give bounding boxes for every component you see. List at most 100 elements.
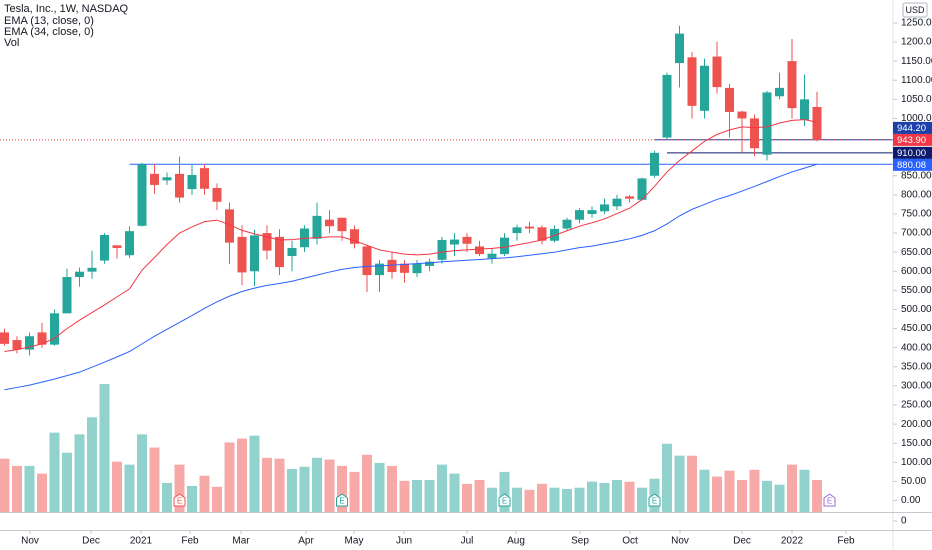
y-tick-label: 750.00 bbox=[901, 209, 932, 220]
earnings-marker[interactable]: E bbox=[336, 493, 348, 507]
volume-bar bbox=[724, 470, 735, 512]
candle-body bbox=[625, 196, 634, 199]
candle-body bbox=[812, 106, 822, 140]
candle-body bbox=[375, 263, 384, 276]
candle-body bbox=[387, 259, 397, 273]
volume-bar bbox=[349, 471, 360, 512]
candle-body bbox=[525, 226, 534, 229]
volume-bar bbox=[162, 482, 172, 512]
volume-bar bbox=[124, 464, 135, 512]
volume-bar bbox=[199, 475, 210, 512]
x-tick-label: Dec bbox=[733, 536, 751, 547]
x-tick-label: May bbox=[345, 536, 364, 547]
volume-bar bbox=[74, 434, 85, 512]
candle-body bbox=[337, 217, 347, 232]
legend-ema-34: EMA (34, close, 0) bbox=[4, 26, 94, 38]
volume-bar bbox=[712, 476, 722, 512]
earnings-marker[interactable]: E bbox=[648, 493, 661, 507]
volume-bar bbox=[99, 384, 110, 512]
candle-body bbox=[737, 111, 747, 119]
volume-bar bbox=[674, 455, 685, 512]
candle-body bbox=[475, 246, 484, 255]
candle-body bbox=[775, 87, 784, 97]
volume-bar bbox=[299, 466, 310, 512]
candle-body bbox=[87, 267, 97, 272]
volume-bar bbox=[62, 452, 72, 512]
volume-bar bbox=[49, 432, 60, 512]
y-tick-label: 350.00 bbox=[901, 361, 932, 372]
volume-bar bbox=[387, 465, 397, 512]
y-tick-label: 1250.00 bbox=[901, 18, 932, 29]
candle-body bbox=[612, 198, 622, 207]
y-tick-label: 500.00 bbox=[901, 304, 932, 315]
price-badge-label: 910.00 bbox=[897, 148, 926, 159]
candle-body bbox=[50, 313, 59, 345]
candle-body bbox=[112, 245, 122, 248]
candle-body bbox=[575, 210, 584, 220]
candle-body bbox=[12, 340, 22, 350]
x-tick-label: Jul bbox=[461, 536, 474, 547]
volume-bar bbox=[699, 469, 710, 512]
candle-body bbox=[62, 277, 72, 314]
currency-badge[interactable] bbox=[902, 2, 928, 18]
volume-bar bbox=[737, 480, 747, 512]
volume-bar bbox=[374, 462, 385, 512]
y-tick-label: 150.00 bbox=[901, 438, 932, 449]
volume-bar bbox=[12, 465, 22, 512]
price-badge bbox=[893, 158, 932, 171]
y-tick-label: 1050.00 bbox=[901, 94, 932, 105]
candle-body bbox=[762, 92, 772, 155]
candle-body bbox=[537, 227, 547, 241]
candle-body bbox=[450, 239, 459, 245]
candle-body bbox=[312, 215, 322, 239]
price-badge bbox=[893, 121, 932, 134]
earnings-marker[interactable]: E bbox=[498, 493, 511, 507]
volume-bar bbox=[624, 481, 635, 512]
volume-bar bbox=[662, 443, 672, 512]
candle-body bbox=[125, 231, 134, 256]
legend-ema-13: EMA (13, close, 0) bbox=[4, 15, 94, 27]
earnings-marker[interactable]: E bbox=[173, 493, 186, 507]
candle-body bbox=[150, 173, 159, 185]
lower-pane-tick-label: 0 bbox=[901, 516, 907, 527]
volume-bar bbox=[687, 455, 697, 512]
x-tick-label: Feb bbox=[837, 536, 855, 547]
y-tick-label: 600.00 bbox=[901, 266, 932, 277]
candle-body bbox=[487, 253, 497, 259]
y-tick-label: 850.00 bbox=[901, 170, 932, 181]
volume-bar bbox=[424, 480, 435, 512]
x-tick-label: Apr bbox=[298, 536, 314, 547]
volume-bar bbox=[87, 417, 97, 512]
earnings-marker[interactable]: E bbox=[823, 493, 836, 507]
earnings-marker-label: E bbox=[827, 497, 832, 506]
candle-body bbox=[787, 61, 797, 109]
earnings-marker-label: E bbox=[177, 497, 182, 506]
earnings-marker-label: E bbox=[339, 497, 344, 506]
volume-bar bbox=[749, 469, 760, 512]
candle-body bbox=[212, 187, 222, 202]
candle-body bbox=[37, 332, 47, 345]
earnings-marker-shape bbox=[173, 493, 186, 507]
candle-body bbox=[25, 336, 34, 350]
y-tick-label: 1200.00 bbox=[901, 37, 932, 48]
volume-bar bbox=[587, 481, 597, 512]
volume-bar bbox=[224, 442, 235, 512]
y-tick-label: 1000.00 bbox=[901, 113, 932, 124]
x-tick-label: Jun bbox=[396, 536, 412, 547]
x-tick-label: Aug bbox=[507, 536, 525, 547]
volume-bar bbox=[637, 487, 647, 512]
legend-title: Tesla, Inc., 1W, NASDAQ bbox=[4, 3, 129, 15]
price-badge-label: 943.90 bbox=[897, 135, 926, 146]
candle-body bbox=[200, 168, 209, 189]
candle-body bbox=[500, 237, 509, 255]
y-tick-label: 300.00 bbox=[901, 381, 932, 392]
volume-bar bbox=[412, 480, 422, 512]
candle-body bbox=[400, 263, 409, 273]
x-tick-label: Dec bbox=[82, 536, 100, 547]
candle-body bbox=[650, 152, 659, 176]
price-badge bbox=[893, 146, 932, 159]
candle-body bbox=[587, 210, 597, 214]
x-tick-label: Nov bbox=[21, 536, 39, 547]
